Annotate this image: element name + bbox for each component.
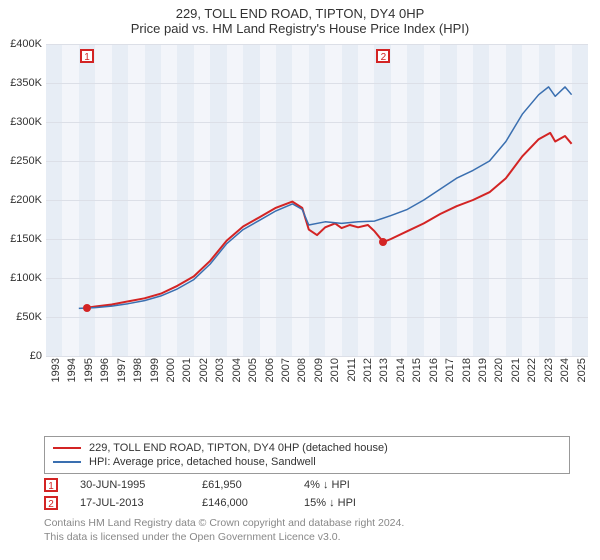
sale-index-icon: 2	[44, 496, 58, 510]
price-chart: £0£50K£100K£150K£200K£250K£300K£350K£400…	[0, 38, 600, 432]
legend-swatch	[53, 447, 81, 449]
sale-diff-hpi: 15% ↓ HPI	[304, 497, 394, 509]
sale-marker-1: 1	[80, 49, 94, 63]
footer-line-2: This data is licensed under the Open Gov…	[44, 530, 570, 544]
footer: Contains HM Land Registry data © Crown c…	[44, 516, 570, 544]
sale-row: 2 17-JUL-2013 £146,000 15% ↓ HPI	[44, 494, 570, 512]
sale-index-icon: 1	[44, 478, 58, 492]
sale-point-1	[83, 304, 91, 312]
sale-price: £61,950	[202, 479, 282, 491]
legend-label: HPI: Average price, detached house, Sand…	[89, 456, 316, 468]
sale-date: 30-JUN-1995	[80, 479, 180, 491]
sale-point-2	[379, 238, 387, 246]
legend-swatch	[53, 461, 81, 463]
sale-date: 17-JUL-2013	[80, 497, 180, 509]
footer-line-1: Contains HM Land Registry data © Crown c…	[44, 516, 570, 530]
sale-price: £146,000	[202, 497, 282, 509]
legend-item: 229, TOLL END ROAD, TIPTON, DY4 0HP (det…	[53, 441, 561, 455]
sale-diff-hpi: 4% ↓ HPI	[304, 479, 394, 491]
legend: 229, TOLL END ROAD, TIPTON, DY4 0HP (det…	[44, 436, 570, 474]
legend-item: HPI: Average price, detached house, Sand…	[53, 455, 561, 469]
sale-marker-2: 2	[376, 49, 390, 63]
legend-label: 229, TOLL END ROAD, TIPTON, DY4 0HP (det…	[89, 442, 388, 454]
sales-table: 1 30-JUN-1995 £61,950 4% ↓ HPI 2 17-JUL-2013 £…	[44, 476, 570, 512]
title-line-1: 229, TOLL END ROAD, TIPTON, DY4 0HP	[4, 6, 596, 21]
title-line-2: Price paid vs. HM Land Registry's House …	[4, 21, 596, 36]
sale-row: 1 30-JUN-1995 £61,950 4% ↓ HPI	[44, 476, 570, 494]
chart-titles: 229, TOLL END ROAD, TIPTON, DY4 0HP Pric…	[0, 0, 600, 38]
series-pricepaid	[87, 133, 571, 308]
series-hpi	[79, 87, 572, 309]
